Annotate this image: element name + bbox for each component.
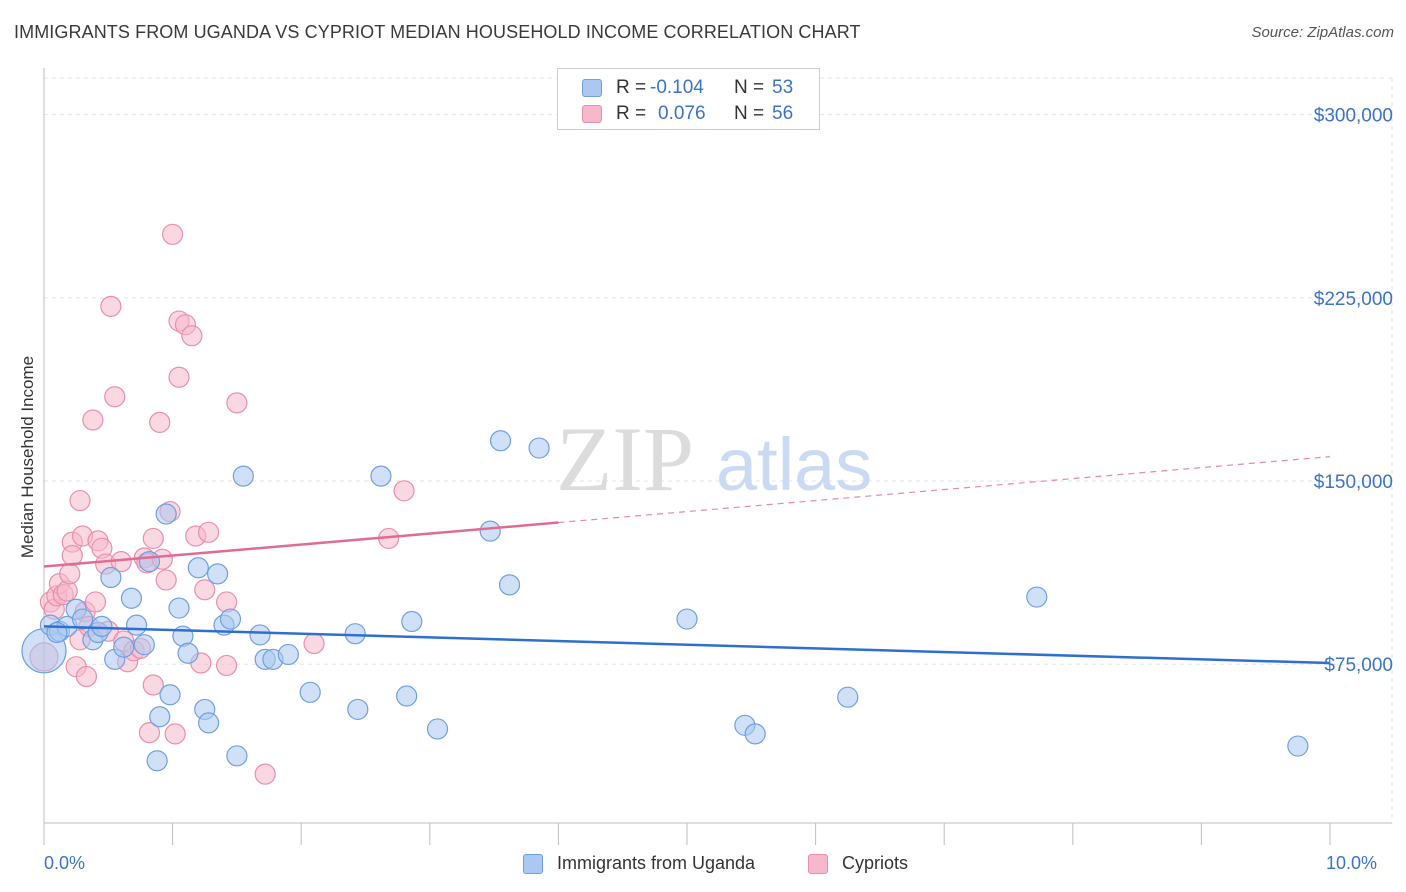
uganda-point [198,712,220,734]
cypriots-point [142,674,164,696]
y-tick-label: $300,000 [1314,106,1393,127]
correlation-legend: R = -0.104 N = 53 R = 0.076 N = 56 [557,68,820,130]
bottom-legend-label: Immigrants from Uganda [557,853,756,873]
uganda-point [396,685,418,707]
cypriots-point [162,223,184,245]
uganda-point [146,750,168,772]
chart-title: IMMIGRANTS FROM UGANDA VS CYPRIOT MEDIAN… [14,22,861,42]
axes [43,68,1392,845]
cypriots-point [82,409,104,431]
cypriots-point [142,527,164,550]
legend-swatch-pink [582,105,602,123]
uganda-point [120,587,143,609]
uganda-point [100,566,122,589]
x-tick-label-max: 10.0% [1326,853,1378,873]
uganda-point [426,718,449,740]
cypriots-point [138,722,161,744]
y-tick-label: $225,000 [1314,289,1393,310]
uganda-point [91,615,113,637]
uganda-point [528,437,550,459]
legend-r-value: 0.076 [658,103,706,124]
uganda-point [219,608,242,630]
cypriots-point [61,544,83,567]
legend-n-value: 56 [772,103,794,124]
uganda-point [149,706,171,728]
uganda-point [249,624,271,646]
uganda-point [177,642,199,664]
legend-n-label: N = [734,77,765,98]
uganda-point [277,643,299,666]
cypriots-trend-line [43,521,559,568]
cypriots-point [59,563,81,585]
legend-r-value: -0.104 [650,77,704,98]
uganda-point [207,563,229,585]
uganda-point [479,520,501,542]
uganda-point [744,723,766,745]
uganda-point [347,698,369,721]
legend-swatch-blue [582,79,602,97]
cypriots-point [226,392,248,414]
uganda-point [187,557,209,579]
uganda-point [226,745,248,767]
cypriots-point [100,295,122,317]
bottom-legend-label: Cypriots [842,853,909,873]
y-tick-labels: $75,000 $150,000 $225,000 $300,000 [1314,106,1393,677]
legend-r-label: R = [616,103,647,124]
watermark-atlas: atlas [716,423,872,506]
cypriots-point [168,366,190,388]
cypriots-point [104,386,126,408]
uganda-point [489,430,512,452]
uganda-point [113,636,135,658]
uganda-point [837,686,859,708]
cypriots-point [164,723,186,745]
watermark: ZIP atlas [556,408,872,510]
uganda-point [344,623,366,645]
uganda-point [498,574,521,596]
uganda-point [138,551,161,573]
cypriots-trend-line-extension [558,456,1331,524]
cypriots-point [254,763,276,785]
uganda-point [232,465,254,487]
uganda-point [168,597,190,619]
legend-n-label: N = [734,103,765,124]
legend-n-value: 53 [772,77,794,98]
x-tick-label-min: 0.0% [44,853,86,873]
uganda-point [125,614,148,636]
watermark-zip: ZIP [556,408,694,510]
cypriots-point [84,591,107,613]
uganda-point [1287,735,1309,757]
uganda-point [299,681,321,703]
uganda-point [71,608,94,630]
uganda-point [133,634,155,656]
cypriots-point [75,665,98,688]
trend-lines [43,456,1331,665]
cypriots-point [198,521,220,543]
source-label: Source: ZipAtlas.com [1251,24,1394,41]
bottom-legend-swatch-blue [523,854,543,874]
cypriots-point [69,489,91,512]
uganda-point [1026,586,1048,608]
cypriots-point [194,579,216,601]
y-tick-label: $75,000 [1324,655,1393,676]
y-tick-label: $150,000 [1314,472,1393,493]
cypriots-point [303,632,325,655]
uganda-trend-line [43,625,1331,665]
bottom-legend-swatch-pink [808,854,828,874]
cypriots-point [216,654,238,677]
uganda-point [370,465,392,487]
uganda-point [401,610,423,633]
uganda-point [155,503,177,525]
legend-r-label: R = [616,77,647,98]
cypriots-point [155,569,177,591]
cypriots-point [393,480,415,502]
cypriots-point [181,325,203,347]
uganda-point [159,684,181,706]
cypriots-point [149,411,171,434]
uganda-point [676,608,698,630]
